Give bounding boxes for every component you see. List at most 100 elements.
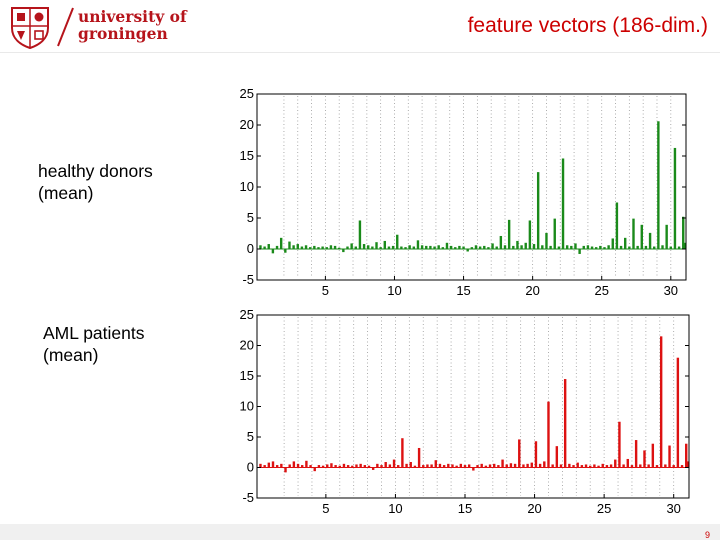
chart-bar-44 bbox=[437, 245, 440, 249]
university-name: university of groningen bbox=[78, 8, 187, 42]
chart-bar-31 bbox=[384, 462, 387, 468]
chart-bar-5 bbox=[275, 465, 279, 468]
chart-bar-45 bbox=[441, 247, 445, 249]
chart-bar-97 bbox=[657, 121, 660, 249]
chart-bar-88 bbox=[619, 245, 623, 249]
chart-bar-17 bbox=[325, 247, 328, 249]
chart-bar-54 bbox=[480, 463, 483, 468]
chart-bar-50 bbox=[462, 246, 465, 249]
chart-bar-101 bbox=[676, 357, 680, 468]
chart-bar-56 bbox=[487, 247, 490, 249]
chart-bar-20 bbox=[338, 247, 341, 249]
chart-bar-51 bbox=[467, 464, 471, 468]
chart-bar-81 bbox=[590, 246, 594, 249]
chart-bar-86 bbox=[614, 459, 617, 468]
chart-bar-53 bbox=[474, 245, 478, 249]
chart-bar-47 bbox=[451, 464, 454, 468]
chart-bar-90 bbox=[630, 465, 634, 468]
chart-bar-104 bbox=[683, 242, 686, 249]
chart-bar-33 bbox=[391, 245, 395, 249]
chart-bar-76 bbox=[572, 465, 575, 468]
chart-bar-4 bbox=[271, 461, 275, 468]
chart-bar-70 bbox=[545, 232, 548, 249]
chart-bar-98 bbox=[664, 464, 667, 468]
chart-bar-77 bbox=[574, 243, 577, 249]
chart-bar-96 bbox=[655, 465, 659, 468]
chart-bar-29 bbox=[375, 242, 378, 249]
chart-bar-84 bbox=[605, 465, 609, 468]
x-tick-label: 5 bbox=[322, 283, 329, 298]
chart-bar-93 bbox=[640, 224, 643, 249]
chart-bar-92 bbox=[636, 245, 639, 249]
chart-bar-98 bbox=[661, 245, 664, 249]
chart-bar-71 bbox=[551, 464, 554, 468]
chart-bar-20 bbox=[338, 465, 341, 468]
chart-bar-48 bbox=[455, 465, 458, 468]
chart-bar-103 bbox=[682, 216, 685, 249]
chart-bar-34 bbox=[396, 234, 399, 249]
chart-bar-60 bbox=[503, 245, 507, 249]
chart-bar-66 bbox=[528, 220, 532, 249]
chart-bar-102 bbox=[680, 465, 684, 468]
x-tick-label: 30 bbox=[666, 501, 680, 516]
chart-bar-100 bbox=[672, 465, 675, 468]
chart-bar-43 bbox=[433, 246, 436, 249]
chart-bar-80 bbox=[586, 245, 590, 249]
healthy-donors-label: healthy donors (mean) bbox=[38, 160, 153, 204]
chart-bar-14 bbox=[313, 467, 316, 472]
chart-bar-46 bbox=[447, 463, 450, 468]
chart-bar-92 bbox=[639, 464, 642, 468]
chart-bar-94 bbox=[647, 464, 650, 468]
chart-bar-3 bbox=[267, 244, 270, 249]
chart-bar-61 bbox=[507, 219, 511, 249]
chart-bar-82 bbox=[594, 247, 598, 249]
chart-bar-77 bbox=[576, 462, 579, 468]
chart-bar-36 bbox=[405, 463, 408, 468]
chart-bar-56 bbox=[488, 464, 492, 468]
chart-bar-37 bbox=[409, 462, 412, 468]
chart-bar-13 bbox=[309, 465, 312, 468]
chart-bar-14 bbox=[313, 245, 316, 249]
slide-header: university of groningen feature vectors … bbox=[0, 0, 720, 53]
chart-bar-35 bbox=[400, 246, 403, 249]
y-tick-label: 10 bbox=[240, 399, 254, 414]
chart-bar-62 bbox=[513, 463, 517, 468]
x-tick-label: 5 bbox=[322, 501, 329, 516]
chart-bar-35 bbox=[401, 438, 404, 468]
chart-bar-2 bbox=[263, 465, 266, 468]
y-tick-label: 5 bbox=[247, 429, 254, 444]
chart-bar-69 bbox=[541, 245, 544, 249]
y-tick-label: 0 bbox=[247, 460, 254, 475]
chart-bar-19 bbox=[334, 465, 337, 468]
chart-bar-40 bbox=[422, 465, 425, 468]
chart-bar-22 bbox=[346, 246, 349, 249]
slide-title: feature vectors (186-dim.) bbox=[467, 14, 708, 37]
chart-bar-41 bbox=[425, 245, 428, 249]
chart-bar-46 bbox=[445, 242, 449, 249]
chart-bar-73 bbox=[559, 464, 563, 468]
chart-bar-16 bbox=[321, 465, 325, 468]
chart-bar-74 bbox=[563, 379, 567, 468]
chart-bar-67 bbox=[532, 244, 536, 249]
chart-bar-38 bbox=[412, 246, 416, 249]
chart-bar-66 bbox=[530, 462, 533, 468]
x-tick-label: 25 bbox=[594, 283, 608, 298]
chart-bar-65 bbox=[524, 242, 527, 249]
x-tick-label: 15 bbox=[458, 501, 472, 516]
chart-bar-101 bbox=[673, 147, 677, 249]
chart-bar-52 bbox=[470, 247, 474, 249]
y-tick-label: -5 bbox=[242, 490, 254, 505]
chart-bar-45 bbox=[442, 465, 446, 468]
chart-bar-32 bbox=[387, 246, 391, 249]
chart-bar-25 bbox=[359, 463, 362, 468]
chart-bar-76 bbox=[570, 245, 573, 249]
x-tick-label: 10 bbox=[388, 501, 402, 516]
chart-bar-34 bbox=[397, 465, 400, 468]
chart-bar-89 bbox=[624, 237, 627, 249]
chart-bar-63 bbox=[518, 439, 521, 468]
chart-bar-68 bbox=[536, 172, 540, 249]
x-tick-label: 15 bbox=[456, 283, 470, 298]
chart-bar-51 bbox=[466, 249, 469, 252]
chart-bar-104 bbox=[686, 461, 689, 468]
y-tick-label: 25 bbox=[240, 86, 254, 101]
